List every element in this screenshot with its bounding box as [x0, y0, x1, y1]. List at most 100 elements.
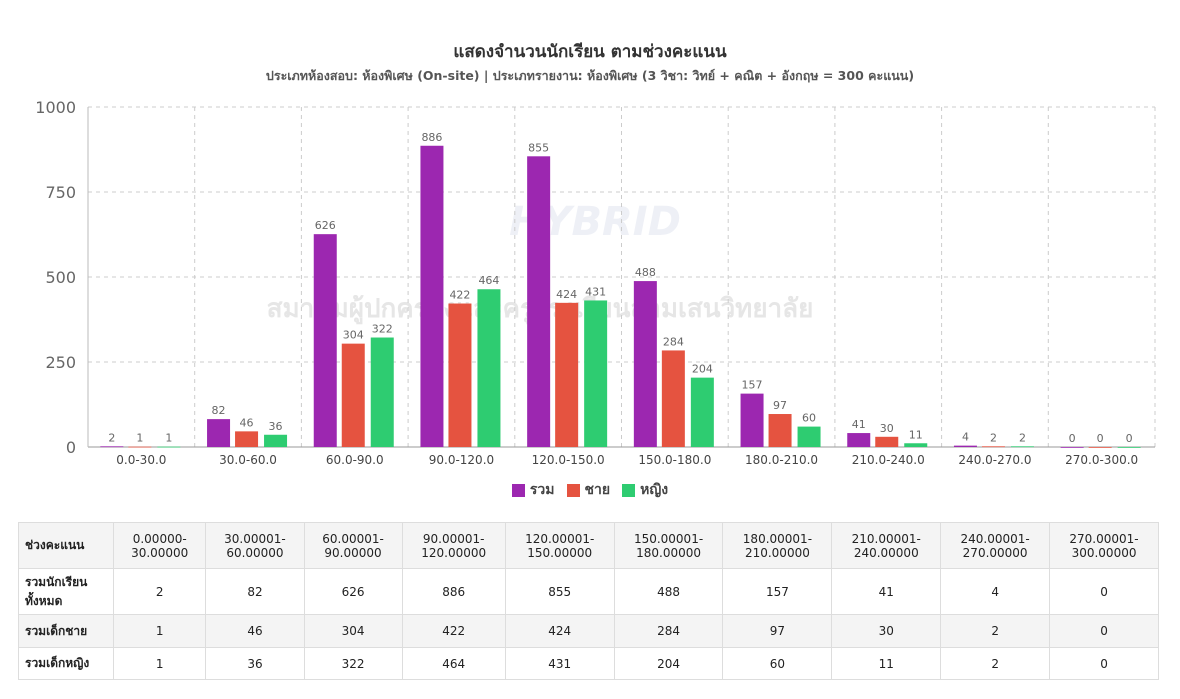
- data-label: 855: [528, 141, 549, 154]
- legend-item-total[interactable]: รวม: [511, 479, 555, 501]
- table-cell: 0: [1049, 568, 1159, 615]
- table-cell: 60: [722, 647, 833, 680]
- table-cell: 422: [401, 614, 506, 648]
- table-cell: 97: [722, 614, 833, 648]
- data-label: 422: [449, 289, 470, 302]
- data-label: 97: [773, 399, 787, 412]
- y-tick-label: 750: [45, 183, 76, 202]
- x-tick-label: 60.0-90.0: [326, 453, 384, 467]
- table-header-row: ช่วงคะแนน 0.00000-30.00000 30.00001-60.00…: [18, 522, 1159, 569]
- bar: [875, 436, 899, 447]
- y-tick-label: 500: [45, 268, 76, 287]
- data-label: 82: [212, 404, 226, 417]
- table-row: รวมเด็กชาย 1 46 304 422 424 284 97 30 2 0: [18, 614, 1159, 648]
- data-label: 60: [802, 412, 816, 425]
- table-cell: 431: [504, 647, 615, 680]
- data-label: 2: [990, 431, 997, 444]
- table-cell: 464: [401, 647, 506, 680]
- bar: [981, 446, 1005, 448]
- x-tick-label: 30.0-60.0: [219, 453, 277, 467]
- bar: [477, 289, 501, 447]
- bar: [448, 303, 472, 447]
- legend-item-female[interactable]: หญิง: [622, 479, 668, 501]
- legend-label: รวม: [529, 482, 555, 498]
- row-label: รวมเด็กชาย: [18, 614, 114, 648]
- data-label: 886: [421, 131, 442, 144]
- legend-label: หญิง: [640, 482, 669, 498]
- x-tick-label: 270.0-300.0: [1065, 453, 1138, 467]
- table-cell: 2: [112, 568, 207, 615]
- range-header: 120.00001-150.00000: [504, 522, 615, 569]
- row-label: รวมเด็กหญิง: [18, 647, 114, 680]
- x-tick-label: 120.0-150.0: [532, 453, 605, 467]
- range-header: 60.00001-90.00000: [303, 522, 403, 569]
- table-cell: 46: [205, 614, 305, 648]
- table-cell: 322: [303, 647, 403, 680]
- table-cell: 284: [613, 614, 724, 648]
- range-header: 180.00001-210.00000: [722, 522, 833, 569]
- legend-swatch: [622, 483, 636, 497]
- y-tick-label: 0: [66, 438, 76, 457]
- table-header-label: ช่วงคะแนน: [18, 522, 114, 569]
- range-header: 270.00001-300.00000: [1049, 522, 1159, 569]
- data-label: 0: [1069, 432, 1076, 445]
- table-cell: 0: [1049, 614, 1159, 648]
- data-label: 46: [240, 416, 254, 429]
- data-label: 0: [1126, 432, 1133, 445]
- table-cell: 1: [112, 647, 207, 680]
- x-tick-label: 180.0-210.0: [745, 453, 818, 467]
- data-label: 1: [136, 432, 143, 445]
- table-row: รวมนักเรียนทั้งหมด 2 82 626 886 855 488 157 41 4 0: [18, 568, 1159, 615]
- x-tick-label: 210.0-240.0: [852, 453, 925, 467]
- data-label: 284: [663, 335, 684, 348]
- table-cell: 626: [303, 568, 403, 615]
- bar: [341, 343, 365, 447]
- legend-swatch: [511, 483, 525, 497]
- data-label: 2: [1019, 431, 1026, 444]
- table-cell: 855: [504, 568, 615, 615]
- bar: [847, 433, 871, 447]
- table-cell: 2: [940, 614, 1051, 648]
- bar: [768, 414, 792, 447]
- x-tick-label: 0.0-30.0: [116, 453, 166, 467]
- bar: [555, 302, 579, 447]
- bar: [740, 393, 764, 447]
- data-label: 488: [635, 266, 656, 279]
- bar: [264, 434, 288, 447]
- legend-label: ชาย: [584, 482, 611, 498]
- table-cell: 886: [401, 568, 506, 615]
- bar: [1088, 447, 1112, 448]
- data-label: 464: [478, 274, 499, 287]
- bar: [690, 377, 714, 447]
- bar: [953, 445, 977, 447]
- bar: [100, 446, 124, 448]
- range-header: 150.00001-180.00000: [613, 522, 724, 569]
- table-cell: 204: [613, 647, 724, 680]
- bar: [420, 145, 444, 447]
- table-cell: 1: [112, 614, 207, 648]
- range-header: 0.00000-30.00000: [112, 522, 207, 569]
- range-header: 30.00001-60.00000: [205, 522, 305, 569]
- table-cell: 30: [831, 614, 942, 648]
- data-label: 2: [108, 431, 115, 444]
- data-label: 30: [880, 422, 894, 435]
- data-table: ช่วงคะแนน 0.00000-30.00000 30.00001-60.00…: [18, 522, 1159, 680]
- table-cell: 304: [303, 614, 403, 648]
- data-label: 431: [585, 285, 606, 298]
- bar: [1010, 446, 1034, 448]
- bar-chart: สมาคมผู้ปกครองและครูโรงเรียนสามเสนวิทยาล…: [35, 98, 1156, 467]
- legend: รวม ชาย หญิง: [0, 479, 1180, 501]
- legend-item-male[interactable]: ชาย: [566, 479, 611, 501]
- bar: [128, 446, 152, 448]
- x-tick-label: 90.0-120.0: [429, 453, 494, 467]
- bar: [370, 337, 394, 447]
- y-tick-label: 250: [45, 353, 76, 372]
- legend-swatch: [566, 483, 580, 497]
- data-label: 11: [909, 428, 923, 441]
- data-label: 304: [343, 329, 364, 342]
- data-label: 424: [556, 288, 577, 301]
- table-cell: 82: [205, 568, 305, 615]
- data-label: 157: [742, 379, 763, 392]
- table-cell: 488: [613, 568, 724, 615]
- bar: [313, 234, 337, 447]
